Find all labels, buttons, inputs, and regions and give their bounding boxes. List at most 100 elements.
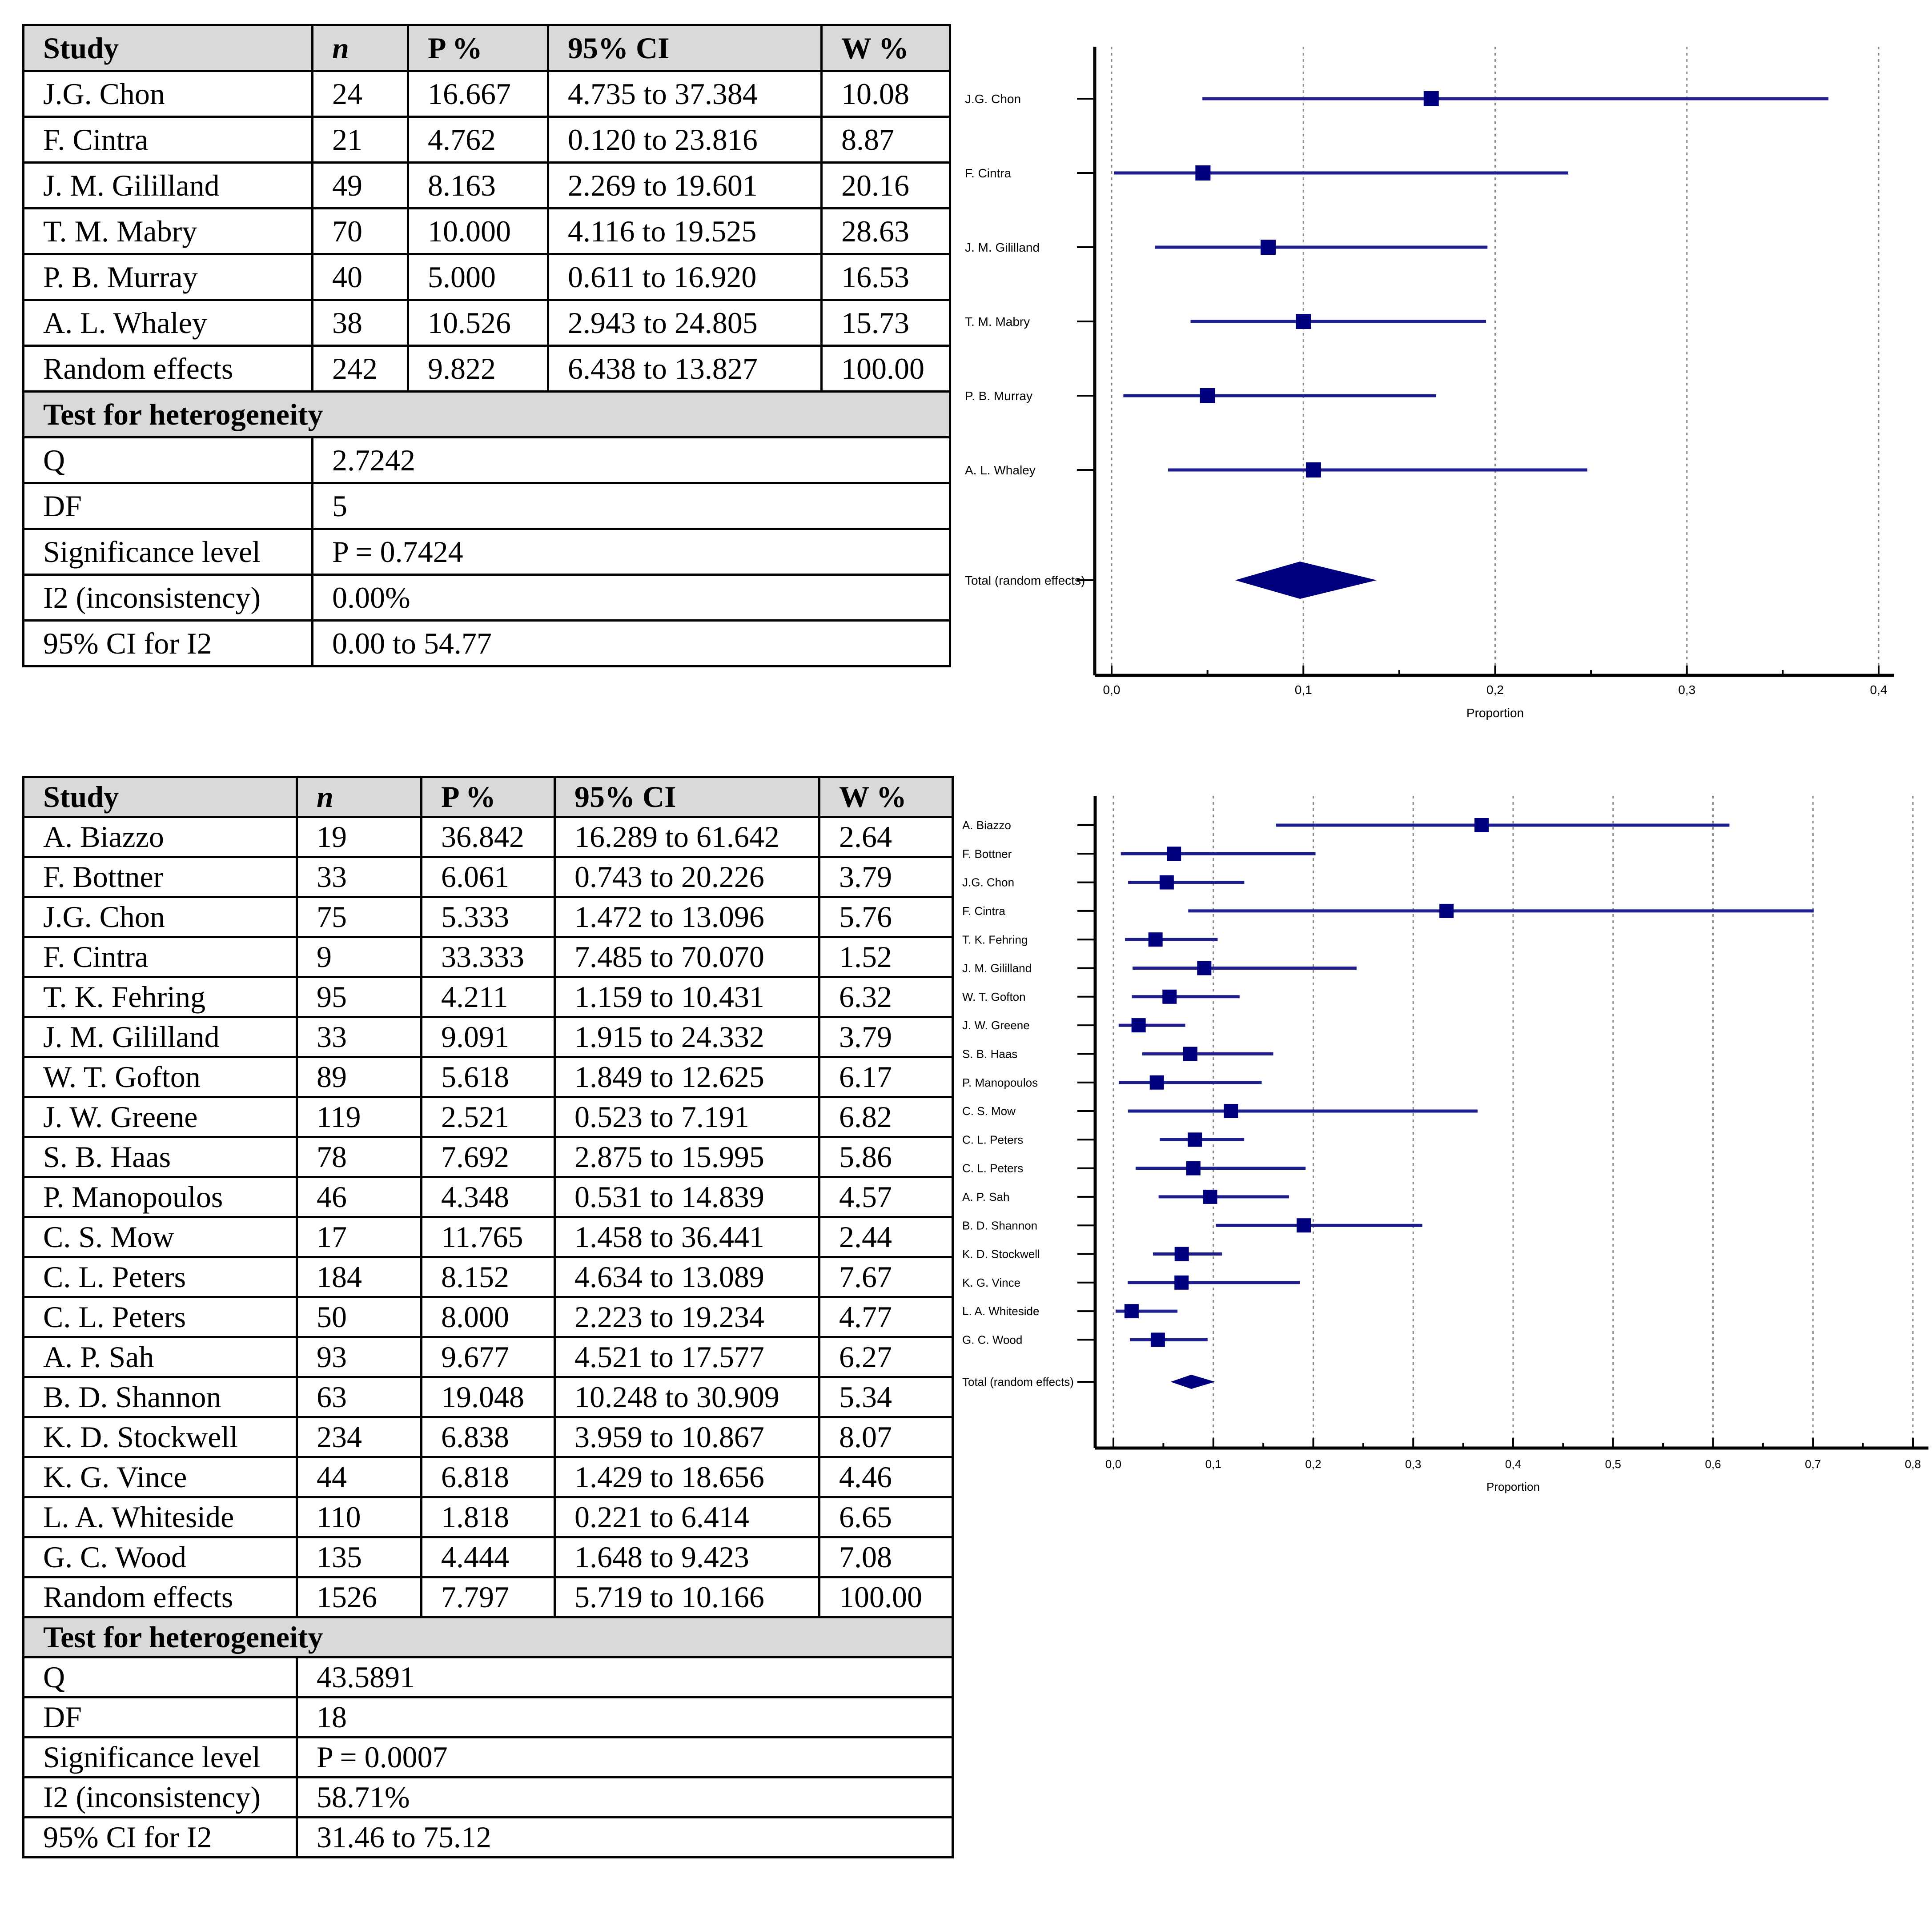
cell-w: 3.79 xyxy=(818,856,954,898)
random-effects-row: Random effects 242 9.822 6.438 to 13.827… xyxy=(22,345,951,393)
cell-study: K. D. Stockwell xyxy=(22,1416,298,1458)
header-ci: 95% CI xyxy=(554,776,820,818)
table-row: J.G. Chon 75 5.333 1.472 to 13.096 5.76 xyxy=(22,896,954,938)
cell-ci: 1.458 to 36.441 xyxy=(554,1216,820,1258)
cell-ci: 16.289 to 61.642 xyxy=(554,816,820,858)
pooled-estimate-diamond xyxy=(1235,562,1377,599)
cell-study: G. C. Wood xyxy=(22,1536,298,1578)
heterogeneity-title: Test for heterogeneity xyxy=(22,390,951,438)
cell-w: 2.44 xyxy=(818,1216,954,1258)
cell-w: 15.73 xyxy=(820,299,951,347)
table-row: K. G. Vince 44 6.818 1.429 to 18.656 4.46 xyxy=(22,1456,954,1498)
study-label: W. T. Gofton xyxy=(962,990,1026,1003)
heterogeneity-row: 95% CI for I2 31.46 to 75.12 xyxy=(22,1816,954,1858)
cell-study: F. Bottner xyxy=(22,856,298,898)
cell-ci: 0.743 to 20.226 xyxy=(554,856,820,898)
cell-ci: 4.735 to 37.384 xyxy=(547,70,823,118)
cell-study: J. W. Greene xyxy=(22,1096,298,1138)
total-label: Total (random effects) xyxy=(962,1375,1074,1388)
cell-n: 40 xyxy=(311,253,409,301)
cell-w: 6.32 xyxy=(818,976,954,1018)
header-n: n xyxy=(311,24,409,72)
cell-w: 7.08 xyxy=(818,1536,954,1578)
cell-n: 38 xyxy=(311,299,409,347)
cell-study: C. L. Peters xyxy=(22,1296,298,1338)
cell-study: F. Cintra xyxy=(22,116,313,164)
cell-w: 4.46 xyxy=(818,1456,954,1498)
point-estimate-marker xyxy=(1159,875,1174,890)
point-estimate-marker xyxy=(1162,989,1177,1004)
cell-p: 7.797 xyxy=(420,1576,556,1618)
table-row: W. T. Gofton 89 5.618 1.849 to 12.625 6.17 xyxy=(22,1056,954,1098)
stat-value: 2.7242 xyxy=(311,436,951,484)
cell-study: W. T. Gofton xyxy=(22,1056,298,1098)
x-tick-label: 0,2 xyxy=(1486,683,1504,697)
cell-w: 7.67 xyxy=(818,1256,954,1298)
stat-value: P = 0.7424 xyxy=(311,528,951,576)
point-estimate-marker xyxy=(1423,91,1439,106)
stat-value: 0.00 to 54.77 xyxy=(311,619,951,667)
point-estimate-marker xyxy=(1197,961,1212,975)
cell-ci: 6.438 to 13.827 xyxy=(547,345,823,393)
cell-n: 135 xyxy=(296,1536,422,1578)
heterogeneity-row: Q 43.5891 xyxy=(22,1656,954,1698)
x-tick-label: 0,0 xyxy=(1103,683,1121,697)
table-row: L. A. Whiteside 110 1.818 0.221 to 6.414 6.6… xyxy=(22,1496,954,1538)
x-tick-label: 0,8 xyxy=(1905,1457,1921,1471)
random-effects-row: Random effects 1526 7.797 5.719 to 10.166 10… xyxy=(22,1576,954,1618)
table-row: A. P. Sah 93 9.677 4.521 to 17.577 6.27 xyxy=(22,1336,954,1378)
table-row: A. L. Whaley 38 10.526 2.943 to 24.805 1… xyxy=(22,299,951,347)
table-row: J. M. Gililland 33 9.091 1.915 to 24.332 3.7… xyxy=(22,1016,954,1058)
cell-n: 21 xyxy=(311,116,409,164)
cell-p: 4.762 xyxy=(407,116,549,164)
header-w: W % xyxy=(818,776,954,818)
cell-n: 33 xyxy=(296,856,422,898)
study-label: C. L. Peters xyxy=(962,1162,1023,1175)
cell-w: 6.65 xyxy=(818,1496,954,1538)
stat-label: Q xyxy=(22,436,313,484)
study-label: P. B. Murray xyxy=(965,389,1032,403)
meta-table-2: Study n P % 95% CI W % A. Biazzo 19 36.842… xyxy=(22,776,954,1858)
point-estimate-marker xyxy=(1124,1304,1139,1319)
study-label: K. D. Stockwell xyxy=(962,1248,1040,1261)
study-label: J. W. Greene xyxy=(962,1019,1030,1032)
heterogeneity-title: Test for heterogeneity xyxy=(22,1616,954,1658)
cell-n: 63 xyxy=(296,1376,422,1418)
cell-w: 8.87 xyxy=(820,116,951,164)
cell-study: C. S. Mow xyxy=(22,1216,298,1258)
table-header-row: Study n P % 95% CI W % xyxy=(22,24,951,72)
cell-ci: 5.719 to 10.166 xyxy=(554,1576,820,1618)
cell-study: C. L. Peters xyxy=(22,1256,298,1298)
cell-study: J.G. Chon xyxy=(22,896,298,938)
cell-p: 8.163 xyxy=(407,161,549,209)
study-label: A. P. Sah xyxy=(962,1190,1010,1204)
x-tick-label: 0,7 xyxy=(1805,1457,1821,1471)
table-row: P. Manopoulos 46 4.348 0.531 to 14.839 4.57 xyxy=(22,1176,954,1218)
cell-n: 70 xyxy=(311,207,409,255)
forest-plot-1: 0,0 0,1 0,2 0,3 0,4 Proportion J.G. Chon F. Cin… xyxy=(965,47,1894,720)
cell-ci: 0.221 to 6.414 xyxy=(554,1496,820,1538)
cell-w: 20.16 xyxy=(820,161,951,209)
cell-n: 110 xyxy=(296,1496,422,1538)
stat-value: 5 xyxy=(311,482,951,530)
stat-value: 0.00% xyxy=(311,574,951,622)
cell-w: 2.64 xyxy=(818,816,954,858)
cell-n: 234 xyxy=(296,1416,422,1458)
cell-study: L. A. Whiteside xyxy=(22,1496,298,1538)
cell-p: 7.692 xyxy=(420,1136,556,1178)
point-estimate-marker xyxy=(1150,1332,1165,1347)
cell-w: 4.77 xyxy=(818,1296,954,1338)
study-label: J.G. Chon xyxy=(962,876,1014,889)
table-row: G. C. Wood 135 4.444 1.648 to 9.423 7.08 xyxy=(22,1536,954,1578)
cell-study: S. B. Haas xyxy=(22,1136,298,1178)
cell-ci: 0.523 to 7.191 xyxy=(554,1096,820,1138)
cell-ci: 3.959 to 10.867 xyxy=(554,1416,820,1458)
point-estimate-marker xyxy=(1203,1189,1217,1204)
cell-n: 1526 xyxy=(296,1576,422,1618)
heterogeneity-row: 95% CI for I2 0.00 to 54.77 xyxy=(22,619,951,667)
header-p: P % xyxy=(407,24,549,72)
point-estimate-marker xyxy=(1149,1075,1164,1090)
stat-label: Q xyxy=(22,1656,298,1698)
stat-label: I2 (inconsistency) xyxy=(22,574,313,622)
